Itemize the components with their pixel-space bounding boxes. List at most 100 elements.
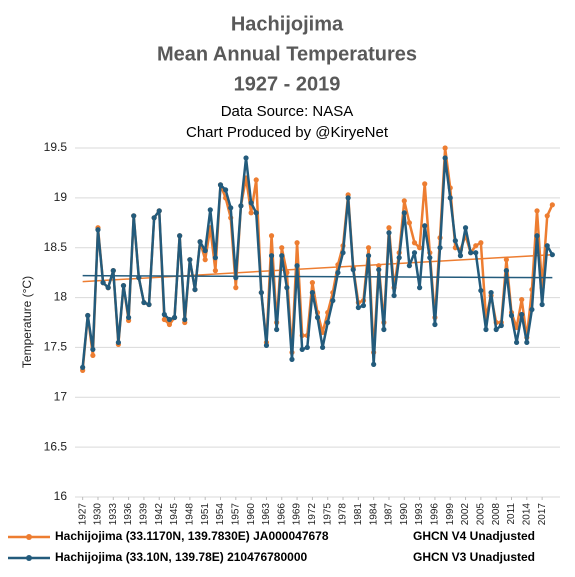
- point: [228, 205, 234, 211]
- point: [524, 339, 530, 346]
- point: [177, 233, 183, 239]
- point: [187, 257, 193, 263]
- point: [253, 177, 259, 183]
- point: [437, 245, 443, 251]
- legend-source: GHCN V3 Unadjusted: [413, 550, 535, 564]
- point: [544, 243, 550, 249]
- point: [105, 285, 111, 291]
- point: [85, 312, 91, 319]
- point: [233, 285, 239, 291]
- point: [309, 289, 315, 296]
- x-tick-label: 1942: [154, 503, 165, 526]
- point: [427, 255, 433, 261]
- point: [488, 289, 494, 296]
- point: [340, 250, 346, 256]
- point: [534, 233, 540, 239]
- chart-subtitle: Chart Produced by @KiryeNet: [186, 124, 389, 141]
- point: [519, 296, 525, 303]
- point: [325, 319, 331, 326]
- x-tick-label: 2014: [521, 503, 532, 526]
- point: [473, 250, 479, 256]
- point: [422, 223, 428, 229]
- point: [233, 275, 239, 281]
- y-tick-label: 18: [54, 290, 68, 304]
- point: [151, 215, 157, 221]
- point: [279, 245, 285, 251]
- point: [401, 198, 407, 204]
- point: [508, 312, 515, 319]
- point: [212, 268, 218, 274]
- point: [417, 285, 423, 291]
- point: [80, 364, 86, 370]
- point: [212, 255, 218, 261]
- x-tick-label: 1975: [322, 503, 333, 526]
- x-tick-label: 1972: [307, 503, 318, 526]
- x-tick-label: 1960: [246, 503, 257, 526]
- legend-label: Hachijojima (33.1170N, 139.7830E) JA0000…: [55, 529, 329, 543]
- point: [294, 240, 300, 246]
- point: [253, 210, 259, 216]
- point: [243, 155, 249, 161]
- point: [110, 268, 116, 274]
- point: [544, 213, 550, 219]
- x-tick-label: 1927: [77, 503, 88, 526]
- x-tick-label: 1957: [230, 503, 241, 526]
- point: [391, 292, 397, 299]
- x-tick-label: 1930: [93, 503, 104, 526]
- point: [161, 311, 167, 318]
- point: [309, 280, 315, 286]
- x-tick-label: 1936: [123, 503, 134, 526]
- point: [462, 225, 469, 231]
- x-tick-label: 2005: [476, 503, 487, 526]
- point: [335, 270, 341, 276]
- point: [376, 267, 382, 273]
- point: [396, 255, 402, 261]
- x-tick-label: 1945: [169, 503, 180, 526]
- point: [299, 346, 305, 353]
- point: [371, 361, 377, 367]
- point: [284, 285, 290, 291]
- point: [498, 322, 504, 329]
- point: [411, 250, 418, 256]
- trend-line: [82, 274, 553, 279]
- y-tick-label: 16: [54, 489, 68, 503]
- y-axis-label: Temperature (°C): [20, 276, 34, 368]
- x-tick-label: 2011: [506, 503, 517, 525]
- x-tick-label: 1963: [261, 503, 272, 526]
- point: [473, 243, 479, 249]
- point: [432, 321, 438, 328]
- point: [355, 304, 361, 311]
- point: [514, 339, 520, 346]
- point: [268, 233, 275, 239]
- x-tick-label: 1987: [384, 503, 395, 526]
- point: [386, 225, 392, 231]
- point: [115, 339, 121, 346]
- point: [406, 220, 412, 226]
- point: [447, 195, 453, 201]
- point: [345, 195, 351, 201]
- point: [274, 326, 280, 333]
- point: [365, 253, 372, 259]
- point: [411, 240, 418, 246]
- point: [166, 316, 173, 323]
- point: [549, 252, 555, 258]
- point: [406, 263, 412, 269]
- x-tick-label: 1969: [292, 503, 303, 526]
- point: [192, 286, 198, 293]
- x-tick-label: 2008: [491, 503, 502, 526]
- point: [263, 342, 270, 349]
- point: [401, 210, 407, 216]
- point: [202, 248, 208, 254]
- x-tick-label: 1966: [276, 503, 287, 526]
- series-line: [81, 146, 554, 371]
- chart-title: Hachijojima: [231, 13, 344, 35]
- x-tick-label: 1939: [139, 503, 150, 526]
- legend-marker: [26, 555, 32, 561]
- x-tick-label: 1996: [430, 503, 441, 526]
- point: [171, 314, 178, 321]
- chart-title: Mean Annual Temperatures: [157, 43, 417, 65]
- legend-label: Hachijojima (33.10N, 139.78E) 2104767800…: [55, 550, 307, 564]
- point: [422, 181, 428, 187]
- point: [468, 250, 474, 256]
